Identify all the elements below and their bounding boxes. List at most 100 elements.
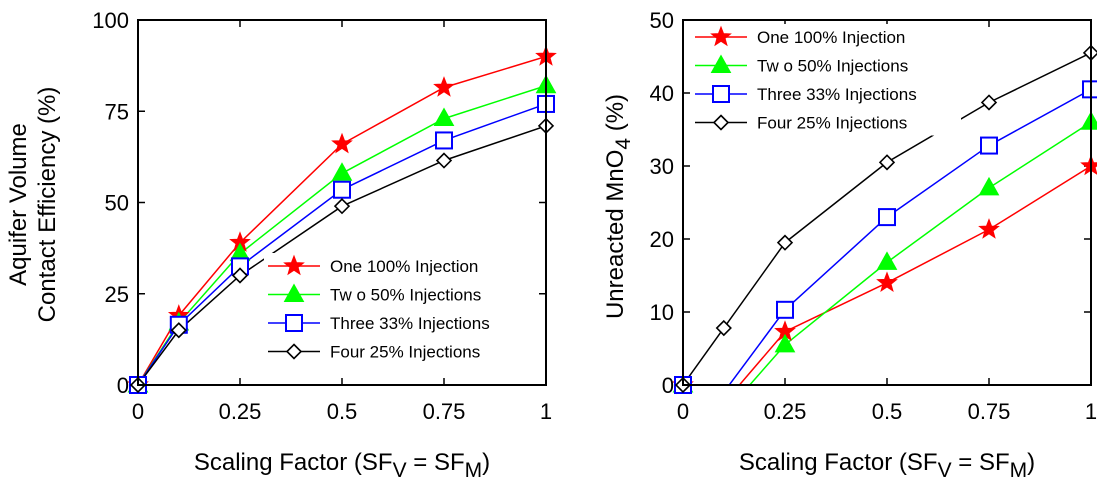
x-tick-label: 0.75 bbox=[423, 399, 466, 424]
series-line-segment bbox=[723, 242, 786, 329]
y-tick-label: 40 bbox=[650, 81, 674, 106]
series-line-segment bbox=[784, 261, 888, 346]
series-line-segment bbox=[784, 282, 888, 333]
x-axis-label-text: Scaling Factor (SF bbox=[194, 449, 393, 476]
data-point-marker bbox=[876, 251, 898, 270]
data-point-marker bbox=[1080, 154, 1097, 176]
data-point-marker bbox=[776, 300, 794, 319]
data-point-marker bbox=[435, 152, 453, 169]
x-axis-label-subscript: V bbox=[393, 459, 407, 481]
x-tick-label: 0.75 bbox=[968, 399, 1011, 424]
series-line-segment bbox=[886, 144, 990, 218]
series-line bbox=[138, 103, 546, 385]
y-axis-label-text: (%) bbox=[602, 94, 629, 138]
legend-label: Four 25% Injections bbox=[757, 114, 907, 133]
series-line-segment bbox=[886, 228, 990, 284]
plot-frame bbox=[682, 19, 1092, 386]
legend-swatch-marker bbox=[712, 85, 730, 103]
data-point-marker bbox=[433, 107, 455, 127]
x-axis-label-subscript: V bbox=[938, 459, 952, 481]
legend-swatch-marker bbox=[712, 114, 730, 131]
data-point-marker bbox=[333, 180, 351, 199]
data-point-marker bbox=[331, 162, 353, 181]
legend-swatch-marker bbox=[710, 25, 732, 47]
series-line-segment bbox=[988, 88, 1091, 147]
data-point-marker bbox=[776, 234, 794, 251]
y-axis-label-subscript: 4 bbox=[612, 138, 635, 150]
series-line-segment bbox=[886, 187, 990, 263]
data-point-marker bbox=[331, 132, 353, 154]
plot-frame bbox=[137, 19, 547, 386]
x-axis-label-subscript: M bbox=[465, 459, 483, 481]
legend-label: Three 33% Injections bbox=[757, 85, 917, 104]
x-tick-label: 0.5 bbox=[872, 399, 903, 424]
series-line-segment bbox=[988, 165, 1091, 231]
x-axis-label-text: ) bbox=[1027, 449, 1035, 476]
x-axis-label: Scaling Factor (SFV = SFM) bbox=[739, 449, 1035, 481]
series-line-segment bbox=[988, 121, 1091, 189]
y-tick-label: 20 bbox=[650, 227, 674, 252]
legend-label: Tw o 50% Injections bbox=[757, 57, 908, 76]
legend-swatch-marker bbox=[283, 283, 305, 302]
y-tick-label: 25 bbox=[105, 282, 129, 307]
y-axis-label-line: Aquifer Volume bbox=[5, 123, 32, 286]
series-line-segment bbox=[784, 161, 888, 244]
y-tick-label: 50 bbox=[650, 8, 674, 33]
x-axis-label-text: = SF bbox=[952, 449, 1010, 476]
data-point-marker bbox=[876, 271, 898, 293]
series-line-segment bbox=[988, 52, 1091, 104]
x-axis-label-text: = SF bbox=[407, 449, 465, 476]
legend-swatch-marker bbox=[710, 54, 732, 73]
data-point-marker bbox=[1080, 111, 1097, 130]
x-tick-label: 0.25 bbox=[764, 399, 807, 424]
y-tick-label: 100 bbox=[92, 8, 129, 33]
x-tick-label: 0.25 bbox=[219, 399, 262, 424]
x-axis-label: Scaling Factor (SFV = SFM) bbox=[194, 449, 490, 481]
legend-label: One 100% Injection bbox=[330, 257, 478, 276]
y-tick-label: 75 bbox=[105, 99, 129, 124]
data-point-marker bbox=[715, 319, 732, 337]
data-point-marker bbox=[980, 94, 998, 111]
data-point-marker bbox=[978, 176, 1000, 196]
data-point-marker bbox=[433, 76, 455, 97]
series-line-segment bbox=[784, 216, 888, 311]
y-tick-label: 30 bbox=[650, 154, 674, 179]
legend-label: Three 33% Injections bbox=[330, 314, 490, 333]
data-point-marker bbox=[231, 267, 249, 284]
y-axis-label-line: Contact Efficiency (%) bbox=[34, 87, 61, 323]
legend-label: One 100% Injection bbox=[757, 28, 905, 47]
series-line-segment bbox=[683, 327, 725, 385]
legend-swatch-marker bbox=[285, 343, 303, 360]
legend-swatch-marker bbox=[283, 254, 305, 276]
data-point-marker bbox=[878, 154, 896, 171]
data-point-marker bbox=[435, 131, 453, 150]
y-tick-label: 50 bbox=[105, 191, 129, 216]
data-point-marker bbox=[333, 198, 351, 215]
y-axis-label-text: Unreacted MnO bbox=[602, 150, 629, 319]
x-tick-label: 0 bbox=[132, 399, 144, 424]
y-tick-label: 0 bbox=[117, 373, 129, 398]
series-line bbox=[138, 125, 546, 385]
data-point-marker bbox=[980, 136, 998, 155]
y-tick-label: 10 bbox=[650, 300, 674, 325]
x-axis-label-text: ) bbox=[482, 449, 490, 476]
x-axis-label-subscript: M bbox=[1010, 459, 1028, 481]
data-point-marker bbox=[774, 333, 796, 353]
data-point-marker bbox=[978, 218, 1000, 239]
legend-label: Four 25% Injections bbox=[330, 343, 480, 362]
x-tick-label: 0 bbox=[677, 399, 689, 424]
series-lines bbox=[683, 52, 1091, 385]
series-line-segment bbox=[738, 331, 786, 385]
x-tick-label: 1 bbox=[540, 399, 552, 424]
data-point-marker bbox=[878, 208, 896, 227]
contact-efficiency-chart: 0 0.25 0.5 0.75 1 0 25 50 75 100 Scaling Factor (S… bbox=[5, 8, 557, 481]
legend: One 100% Injection Tw o 50% Injections Thr… bbox=[264, 253, 534, 365]
series-line-segment bbox=[748, 344, 786, 385]
legend-swatch-marker bbox=[285, 314, 303, 332]
y-tick-label: 0 bbox=[662, 373, 674, 398]
series-line-segment bbox=[728, 309, 786, 385]
y-axis-label: Unreacted MnO4 (%) bbox=[602, 94, 635, 319]
x-tick-label: 1 bbox=[1085, 399, 1097, 424]
